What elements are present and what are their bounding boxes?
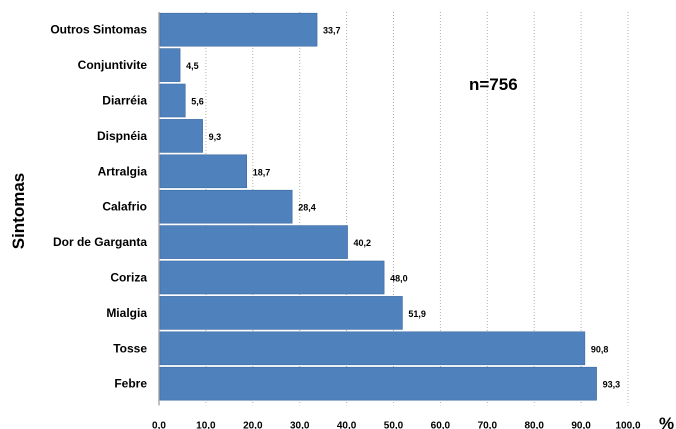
category-label: Tosse	[113, 341, 147, 355]
category-label: Artralgia	[98, 164, 148, 178]
category-label: Calafrio	[102, 200, 147, 214]
category-label: Outros Sintomas	[50, 23, 147, 37]
x-tick-label: 30,0	[290, 420, 310, 429]
bar	[159, 296, 403, 330]
category-label: Coriza	[110, 271, 147, 285]
data-label: 40,2	[354, 238, 372, 248]
data-label: 18,7	[253, 167, 271, 177]
category-label: Mialgia	[106, 306, 147, 320]
data-label: 48,0	[390, 274, 408, 284]
bar	[159, 331, 586, 366]
x-tick-labels: 0,0 10,0 20,0 30,0 40,0 50,0 60,0 70,0 80,0 90,0 1…	[152, 420, 641, 429]
x-tick-label: 10,0	[196, 420, 216, 429]
data-label: 90,8	[591, 344, 609, 354]
x-tick-label: 50,0	[384, 420, 404, 429]
data-label: 33,7	[323, 26, 341, 36]
y-axis-title: Sintomas	[9, 173, 28, 250]
data-label: 9,3	[209, 132, 222, 142]
category-label: Dispnéia	[97, 129, 147, 143]
x-tick-label: 80,0	[524, 420, 544, 429]
x-tick-label: 20,0	[243, 420, 263, 429]
x-tick-label: 60,0	[431, 420, 451, 429]
bars-group	[159, 12, 597, 401]
x-tick-label: 40,0	[337, 420, 357, 429]
bar	[159, 260, 385, 295]
bar	[159, 12, 318, 47]
x-tick-label: 0,0	[152, 420, 166, 429]
bar	[159, 119, 203, 153]
category-labels: Outros Sintomas Conjuntivite Diarréia Dispn…	[50, 23, 147, 391]
data-label: 28,4	[298, 203, 316, 213]
x-tick-label: 90,0	[571, 420, 591, 429]
x-axis-unit: %	[659, 414, 674, 429]
bar	[159, 154, 248, 189]
data-label: 5,6	[191, 97, 204, 107]
bar	[159, 225, 348, 259]
category-label: Diarréia	[102, 94, 147, 108]
x-tick-label: 70,0	[478, 420, 498, 429]
bar	[159, 366, 597, 401]
sample-size-annotation: n=756	[469, 75, 518, 94]
x-tick-label: 100,0	[615, 420, 640, 429]
bar	[159, 189, 293, 224]
category-label: Febre	[114, 377, 147, 391]
bar	[159, 83, 186, 118]
data-label: 51,9	[408, 309, 426, 319]
category-label: Conjuntivite	[78, 58, 148, 72]
bar	[159, 48, 181, 82]
data-labels: 33,7 4,5 5,6 9,3 18,7 28,4 40,2 48,0 51,9 90,8 93,…	[186, 26, 620, 390]
category-label: Dor de Garganta	[53, 235, 147, 249]
data-label: 4,5	[186, 61, 199, 71]
data-label: 93,3	[603, 380, 621, 390]
